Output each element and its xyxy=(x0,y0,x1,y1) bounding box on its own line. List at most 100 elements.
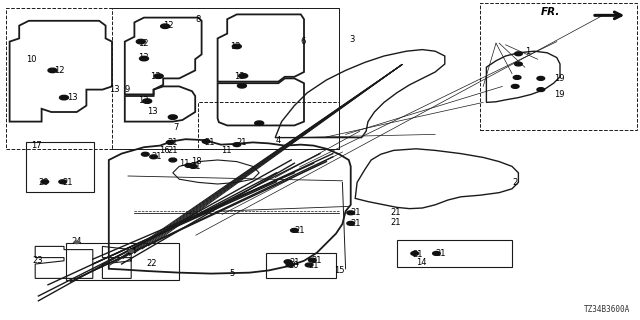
Text: 21: 21 xyxy=(151,152,161,161)
Text: FR.: FR. xyxy=(541,7,560,17)
Text: 12: 12 xyxy=(54,66,65,75)
Text: 21: 21 xyxy=(351,208,361,217)
Circle shape xyxy=(537,76,545,80)
Circle shape xyxy=(347,221,355,225)
Text: 20: 20 xyxy=(38,178,49,187)
Bar xyxy=(6,8,339,149)
Text: 9: 9 xyxy=(125,85,130,94)
Text: 21: 21 xyxy=(168,146,178,155)
Text: 21: 21 xyxy=(205,138,215,147)
Text: 24: 24 xyxy=(72,237,82,246)
Circle shape xyxy=(284,260,292,264)
Circle shape xyxy=(185,164,193,167)
Circle shape xyxy=(239,74,248,78)
Text: 11: 11 xyxy=(221,146,231,155)
Text: 21: 21 xyxy=(63,178,73,187)
Circle shape xyxy=(291,228,298,232)
Circle shape xyxy=(513,76,521,79)
Circle shape xyxy=(233,143,241,147)
Circle shape xyxy=(141,152,149,156)
Text: TZ34B3600A: TZ34B3600A xyxy=(584,305,630,314)
Text: 20: 20 xyxy=(288,261,298,270)
Text: 13: 13 xyxy=(147,108,158,116)
Circle shape xyxy=(237,84,246,88)
Circle shape xyxy=(168,115,177,119)
Text: 21: 21 xyxy=(351,220,361,228)
Text: 16: 16 xyxy=(159,146,170,155)
Text: 18: 18 xyxy=(191,157,202,166)
Bar xyxy=(266,253,336,278)
Circle shape xyxy=(129,250,134,252)
Text: 21: 21 xyxy=(294,226,305,235)
Text: 13: 13 xyxy=(150,72,161,81)
Text: 13: 13 xyxy=(67,93,78,102)
Circle shape xyxy=(60,95,68,100)
Circle shape xyxy=(154,74,163,78)
Bar xyxy=(397,240,512,267)
Circle shape xyxy=(411,252,419,255)
Circle shape xyxy=(308,258,316,262)
Text: 7: 7 xyxy=(173,124,178,132)
Circle shape xyxy=(286,263,294,267)
Bar xyxy=(66,243,179,280)
Circle shape xyxy=(136,39,145,44)
Text: 12: 12 xyxy=(138,96,148,105)
Circle shape xyxy=(232,44,241,49)
Text: 21: 21 xyxy=(168,138,178,147)
Circle shape xyxy=(511,84,519,88)
Text: 13: 13 xyxy=(109,85,120,94)
Text: 19: 19 xyxy=(554,74,564,83)
Text: 17: 17 xyxy=(31,141,42,150)
Circle shape xyxy=(202,140,210,143)
Text: 21: 21 xyxy=(390,208,401,217)
Text: 8: 8 xyxy=(195,15,200,24)
Bar xyxy=(112,8,339,149)
Circle shape xyxy=(347,211,355,215)
Circle shape xyxy=(161,24,170,28)
Bar xyxy=(480,3,637,130)
Text: 5: 5 xyxy=(229,269,234,278)
Circle shape xyxy=(59,180,67,184)
Text: 15: 15 xyxy=(334,266,344,275)
Circle shape xyxy=(255,121,264,125)
Text: 21: 21 xyxy=(289,258,300,267)
Text: 10: 10 xyxy=(26,55,36,64)
Text: 1: 1 xyxy=(525,47,530,56)
Text: 6: 6 xyxy=(301,37,306,46)
Text: 23: 23 xyxy=(32,256,43,265)
Text: 2: 2 xyxy=(512,178,517,187)
Circle shape xyxy=(515,62,522,66)
Circle shape xyxy=(189,164,197,168)
Circle shape xyxy=(150,155,157,159)
Text: 12: 12 xyxy=(138,39,148,48)
Text: 19: 19 xyxy=(554,90,564,99)
Text: 13: 13 xyxy=(234,72,244,81)
Circle shape xyxy=(433,252,440,255)
Circle shape xyxy=(515,52,522,56)
Bar xyxy=(198,102,339,149)
Text: 12: 12 xyxy=(163,21,173,30)
Text: 21: 21 xyxy=(191,162,201,171)
Circle shape xyxy=(140,56,148,61)
Text: 24: 24 xyxy=(126,247,136,256)
Text: 21: 21 xyxy=(237,138,247,147)
Circle shape xyxy=(41,180,49,184)
Text: 14: 14 xyxy=(416,258,426,267)
Text: 22: 22 xyxy=(146,260,156,268)
Text: 21: 21 xyxy=(308,261,319,270)
Circle shape xyxy=(537,88,545,92)
Text: 21: 21 xyxy=(312,256,322,265)
Text: 12: 12 xyxy=(230,42,241,51)
Text: 21: 21 xyxy=(412,250,422,259)
Circle shape xyxy=(305,263,313,267)
Circle shape xyxy=(48,68,57,73)
Text: 21: 21 xyxy=(390,218,401,227)
Circle shape xyxy=(74,241,79,244)
Text: 4: 4 xyxy=(275,136,280,145)
Text: 3: 3 xyxy=(349,36,354,44)
Text: 13: 13 xyxy=(138,53,148,62)
Circle shape xyxy=(169,158,177,162)
Text: 11: 11 xyxy=(179,159,189,168)
Circle shape xyxy=(166,140,174,144)
Text: 21: 21 xyxy=(435,249,445,258)
